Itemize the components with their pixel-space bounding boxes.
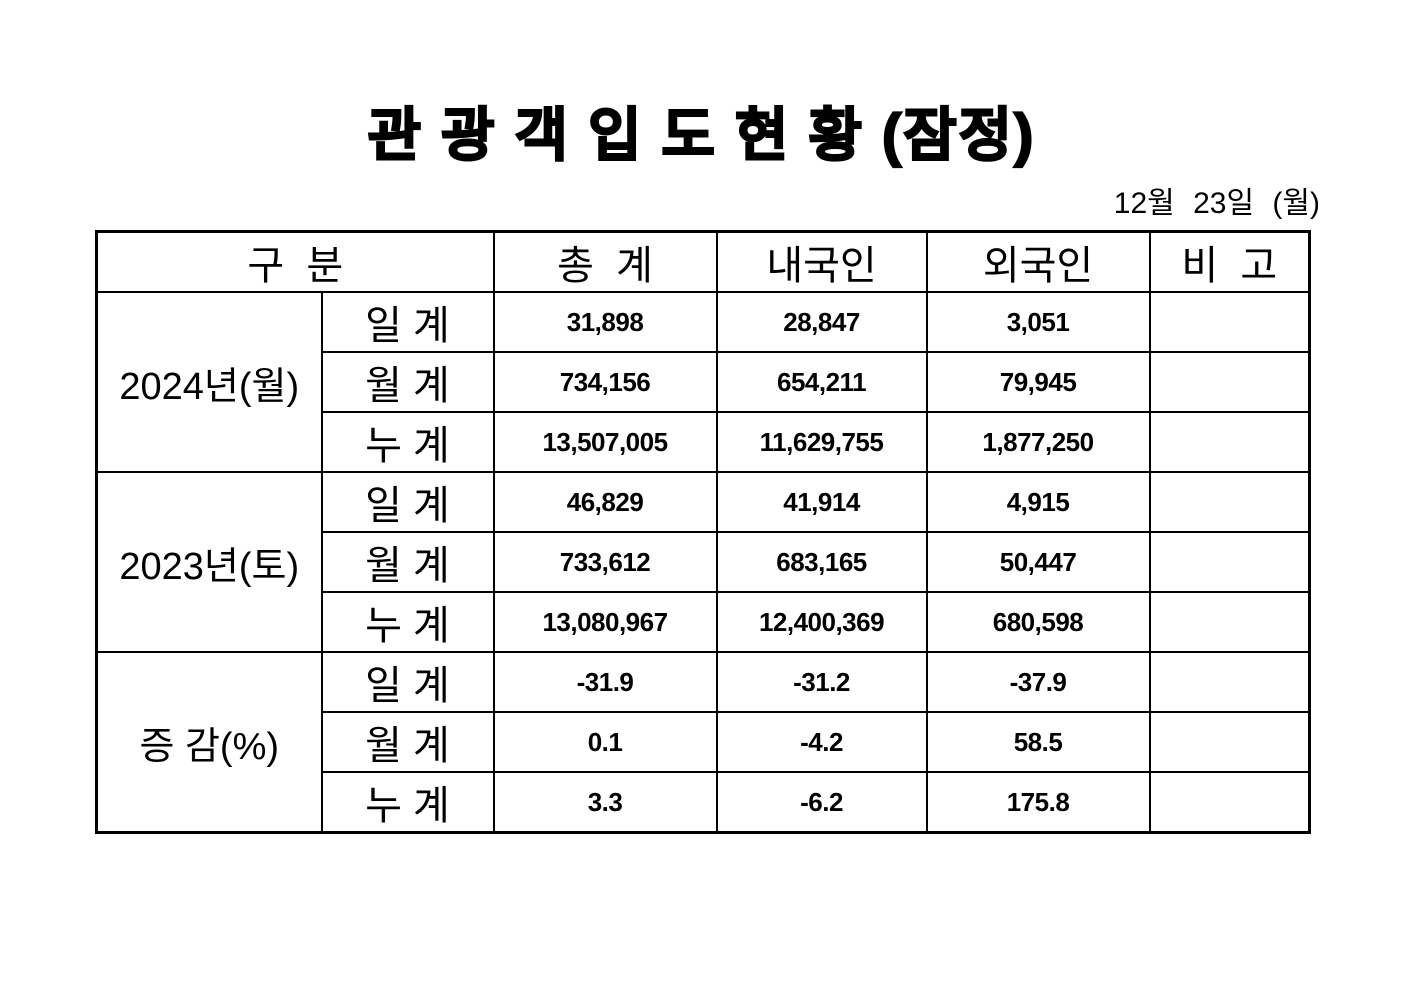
header-total: 총 계 (492, 230, 718, 293)
cell-note (1148, 411, 1311, 473)
row-label: 일 계 (320, 471, 495, 533)
cell-note (1148, 711, 1311, 773)
table-row: 누 계 13,507,005 11,629,755 1,877,250 (97, 411, 1311, 473)
cell-total: 734,156 (492, 351, 718, 413)
cell-total: 0.1 (492, 711, 718, 773)
cell-domestic: 654,211 (715, 351, 928, 413)
cell-domestic: -31.2 (715, 651, 928, 713)
table-row: 누 계 13,080,967 12,400,369 680,598 (97, 591, 1311, 653)
table-row: 누 계 3.3 -6.2 175.8 (97, 771, 1311, 834)
cell-foreign: 50,447 (925, 531, 1151, 593)
header-domestic: 내국인 (715, 230, 928, 293)
row-label: 월 계 (320, 531, 495, 593)
cell-foreign: 58.5 (925, 711, 1151, 773)
cell-foreign: -37.9 (925, 651, 1151, 713)
row-label: 일 계 (320, 291, 495, 353)
table-row: 월 계 734,156 654,211 79,945 (97, 351, 1311, 413)
cell-total: 3.3 (492, 771, 718, 834)
cell-note (1148, 531, 1311, 593)
header-foreign: 외국인 (925, 230, 1151, 293)
row-label: 누 계 (320, 591, 495, 653)
header-row: 구 분 총 계 내국인 외국인 비 고 (95, 230, 1311, 293)
table-row: 2024년(월) 일 계 31,898 28,847 3,051 (95, 291, 1311, 473)
cell-domestic: -4.2 (715, 711, 928, 773)
row-label: 일 계 (320, 651, 495, 713)
cell-note (1148, 651, 1311, 713)
row-label: 누 계 (320, 771, 495, 834)
cell-foreign: 79,945 (925, 351, 1151, 413)
cell-foreign: 3,051 (925, 291, 1151, 353)
group-label-2024: 2024년(월) (95, 291, 323, 473)
report-date: 12월 23일 (월) (1113, 187, 1320, 220)
row-label: 누 계 (320, 411, 495, 473)
header-gubun: 구 분 (95, 230, 495, 293)
table-row: 2023년(토) 일 계 46,829 41,914 4,915 (95, 471, 1311, 653)
page-title: 관 광 객 입 도 현 황 (잠정) (367, 102, 1036, 169)
cell-foreign: 175.8 (925, 771, 1151, 834)
row-label: 월 계 (320, 351, 495, 413)
row-label: 월 계 (320, 711, 495, 773)
tourist-arrival-table: 구 분 총 계 내국인 외국인 비 고 2024년(월) 일 계 31,898 … (95, 230, 1312, 834)
cell-domestic: 12,400,369 (715, 591, 928, 653)
group-label-2023: 2023년(토) (95, 471, 323, 653)
cell-total: -31.9 (492, 651, 718, 713)
cell-total: 733,612 (492, 531, 718, 593)
cell-total: 31,898 (492, 291, 718, 353)
table-row: 월 계 0.1 -4.2 58.5 (97, 711, 1311, 773)
cell-domestic: 28,847 (715, 291, 928, 353)
cell-total: 46,829 (492, 471, 718, 533)
cell-foreign: 1,877,250 (925, 411, 1151, 473)
cell-note (1148, 351, 1311, 413)
header-note: 비 고 (1148, 230, 1311, 293)
cell-domestic: 41,914 (715, 471, 928, 533)
cell-note (1148, 471, 1311, 533)
cell-note (1148, 771, 1311, 834)
cell-domestic: 11,629,755 (715, 411, 928, 473)
cell-foreign: 680,598 (925, 591, 1151, 653)
group-label-change: 증 감(%) (95, 651, 323, 834)
table-row: 증 감(%) 일 계 -31.9 -31.2 -37.9 (95, 651, 1311, 834)
cell-total: 13,080,967 (492, 591, 718, 653)
table-row: 월 계 733,612 683,165 50,447 (97, 531, 1311, 593)
cell-foreign: 4,915 (925, 471, 1151, 533)
cell-domestic: 683,165 (715, 531, 928, 593)
cell-total: 13,507,005 (492, 411, 718, 473)
cell-domestic: -6.2 (715, 771, 928, 834)
cell-note (1148, 591, 1311, 653)
cell-note (1148, 291, 1311, 353)
